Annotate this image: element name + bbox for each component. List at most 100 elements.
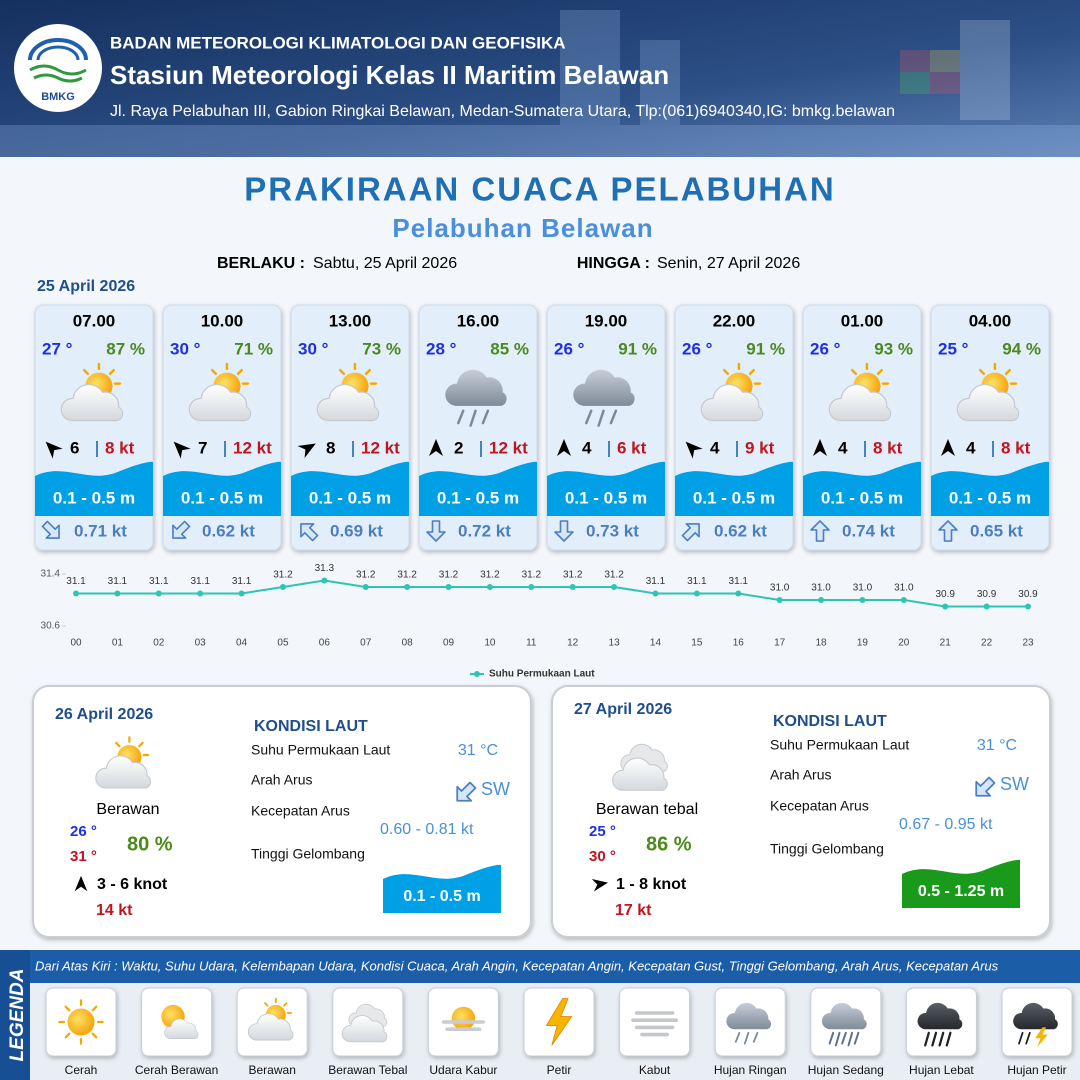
- wave-height: 0.1 - 0.5 m: [309, 488, 391, 507]
- line-point: [900, 597, 907, 603]
- legend-item-label: Berawan Tebal: [328, 1063, 407, 1077]
- value-label: 30.9: [935, 589, 955, 600]
- validity-from-label: BERLAKU :: [217, 255, 305, 272]
- wind-speed: 6: [70, 438, 79, 457]
- forecast-temperature: 27 °: [42, 339, 73, 358]
- wind-direction-arrow: [429, 439, 443, 456]
- validity-to: Senin, 27 April 2026: [657, 255, 800, 272]
- line-point: [321, 577, 328, 584]
- legend-side-strip: [0, 950, 30, 1080]
- day-humidity: 86 %: [646, 833, 692, 855]
- x-tick-label: 13: [609, 638, 621, 649]
- x-tick-label: 14: [650, 638, 662, 649]
- legend-item-label: Berawan: [249, 1063, 296, 1077]
- line-point: [652, 590, 659, 597]
- day-wind: 1 - 8 knot: [616, 876, 687, 893]
- day-temp-min: 26 °: [70, 823, 97, 840]
- forecast-time: 10.00: [201, 311, 244, 330]
- wind-speed: 4: [710, 438, 720, 457]
- line-point: [197, 590, 204, 597]
- title: PRAKIRAAN CUACA PELABUHAN: [244, 171, 835, 208]
- legend-label: Suhu Permukaan Laut: [489, 669, 595, 680]
- line-point: [155, 590, 162, 597]
- wave-height: 0.1 - 0.5 m: [437, 488, 519, 507]
- value-label: 31.0: [770, 583, 790, 594]
- forecast-time: 22.00: [713, 311, 756, 330]
- wave-background: [419, 461, 537, 516]
- forecast-temperature: 26 °: [682, 339, 713, 358]
- line-point: [404, 584, 411, 590]
- sea-label: Arah Arus: [770, 767, 831, 783]
- sea-surface-temperature: 31 °C: [458, 742, 498, 759]
- line-point: [238, 590, 245, 597]
- value-label: 31.0: [811, 583, 831, 594]
- wind-speed: 7: [198, 438, 207, 457]
- sea-label: Suhu Permukaan Laut: [770, 737, 909, 753]
- sea-label: Kecepatan Arus: [251, 803, 350, 819]
- sea-label: Tinggi Gelombang: [770, 841, 884, 857]
- y-tick-label: 30.6: [41, 621, 61, 632]
- wave-height: 0.1 - 0.5 m: [821, 488, 903, 507]
- gust-speed: 6 kt: [617, 438, 647, 457]
- sea-label: Kecepatan Arus: [770, 798, 869, 814]
- legend-description: Dari Atas Kiri : Waktu, Suhu Udara, Kele…: [35, 958, 999, 973]
- line-point: [818, 597, 825, 603]
- value-label: 31.1: [190, 576, 210, 587]
- forecast-humidity: 85 %: [490, 339, 529, 358]
- value-label: 31.2: [480, 570, 500, 581]
- legend-item-label: Hujan Sedang: [808, 1063, 884, 1077]
- x-tick-label: 20: [898, 638, 910, 649]
- forecast-time: 07.00: [73, 311, 116, 330]
- wave-background: [902, 859, 1020, 908]
- line-point: [983, 603, 990, 610]
- wave-background: [383, 864, 501, 913]
- wind-direction-arrow: [173, 441, 191, 459]
- legend-item-label: Hujan Lebat: [909, 1063, 974, 1077]
- header-decoration: [0, 10, 1080, 157]
- current-direction: SW: [1000, 774, 1029, 794]
- wave-height: 0.1 - 0.5 m: [949, 488, 1031, 507]
- forecast-humidity: 93 %: [874, 339, 913, 358]
- wave-height: 0.1 - 0.5 m: [693, 488, 775, 507]
- wave-height: 0.1 - 0.5 m: [181, 488, 263, 507]
- value-label: 31.2: [522, 570, 542, 581]
- line-point: [445, 584, 452, 590]
- header-background: [0, 0, 1080, 157]
- value-label: 31.2: [563, 570, 583, 581]
- current-speed-range: 0.60 - 0.81 kt: [380, 821, 474, 838]
- station: Stasiun Meteorologi Kelas II Maritim Bel…: [110, 60, 669, 90]
- day-date: 27 April 2026: [574, 701, 672, 718]
- wind-speed: 4: [582, 438, 592, 457]
- current-direction-arrow: [41, 520, 60, 539]
- wind-speed: 8: [326, 438, 335, 457]
- line-series: [76, 579, 1028, 608]
- current-speed: 0.65 kt: [970, 521, 1023, 540]
- current-direction-arrow: [975, 776, 996, 797]
- wind-direction-arrow: [45, 441, 63, 459]
- line-point: [611, 584, 618, 590]
- day-condition: Berawan tebal: [596, 801, 698, 818]
- wind-direction-arrow: [557, 439, 571, 456]
- x-tick-label: 01: [112, 638, 124, 649]
- x-tick-label: 22: [981, 638, 993, 649]
- forecast-time: 13.00: [329, 311, 372, 330]
- legend-item-label: Cerah: [65, 1063, 98, 1077]
- current-direction-arrow: [300, 523, 319, 542]
- wave-background: [163, 461, 281, 516]
- current-speed: 0.62 kt: [714, 521, 767, 540]
- x-tick-label: 15: [691, 638, 703, 649]
- legend-item-label: Kabut: [639, 1063, 671, 1077]
- day-wave-height: 0.1 - 0.5 m: [403, 888, 480, 905]
- x-tick-label: 07: [360, 638, 372, 649]
- day-temp-max: 31 °: [70, 848, 97, 865]
- day-wind: 3 - 6 knot: [97, 876, 168, 893]
- forecast-time: 04.00: [969, 311, 1012, 330]
- x-tick-label: 08: [402, 638, 414, 649]
- line-point: [1025, 603, 1031, 610]
- legend-item-label: Hujan Ringan: [714, 1063, 787, 1077]
- current-direction-arrow: [810, 520, 830, 542]
- validity-from: Sabtu, 25 April 2026: [313, 255, 457, 272]
- day-temp-max: 30 °: [589, 848, 616, 865]
- current-direction: SW: [481, 779, 510, 799]
